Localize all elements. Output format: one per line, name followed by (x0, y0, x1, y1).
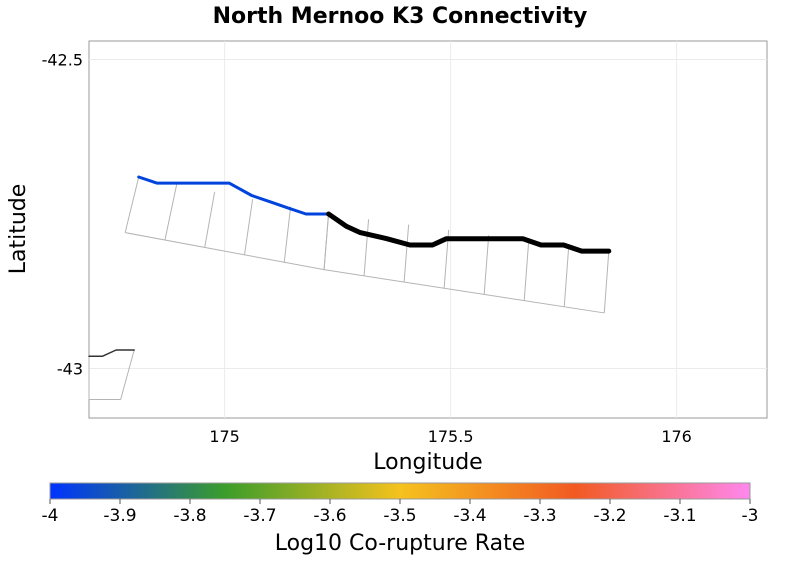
fault-trace-line (88, 349, 135, 357)
fault-trace-line (326, 211, 612, 254)
colorbar-tick-label: -4 (42, 506, 59, 526)
plot-frame (88, 40, 768, 419)
colorbar-tick-label: -3.1 (663, 506, 696, 526)
colorbar-tick-label: -3.8 (173, 506, 206, 526)
chart-title: North Mernoo K3 Connectivity (213, 4, 588, 29)
y-axis-label: Latitude (6, 184, 31, 275)
subsection-outline (323, 214, 610, 314)
subsection-outline (124, 176, 330, 271)
colorbar-gradient (49, 482, 751, 500)
colorbar-tick-label: -3.7 (243, 506, 276, 526)
colorbar-label: Log10 Co-rupture Rate (275, 531, 526, 556)
x-tick-label: 175 (209, 427, 240, 446)
colorbar-tick-label: -3.4 (453, 506, 486, 526)
fault-trace-line (137, 175, 331, 216)
colorbar-tick-label: -3.9 (103, 506, 136, 526)
colorbar-tick-label: -3.3 (523, 506, 556, 526)
colorbar-tick-label: -3 (742, 506, 759, 526)
x-axis-label: Longitude (373, 450, 482, 475)
colorbar-tick-label: -3.5 (383, 506, 416, 526)
x-axis-ticks: 175 175.5 176 (209, 427, 692, 446)
gridlines (89, 41, 767, 418)
y-tick-label: -43 (57, 360, 83, 379)
colorbar-tick-label: -3.2 (593, 506, 626, 526)
y-axis-ticks: -42.5 -43 (42, 51, 83, 379)
x-tick-label: 175.5 (428, 427, 474, 446)
colorbar: -4 -3.9 -3.8 -3.7 -3.6 -3.5 -3.4 -3.3 -3.2 -3.1 -3… (42, 482, 759, 556)
plot-area (88, 40, 768, 419)
fault-traces (88, 175, 612, 357)
subsection-outline (88, 349, 135, 400)
x-tick-label: 176 (661, 427, 692, 446)
y-tick-label: -42.5 (42, 51, 83, 70)
subsection-outlines (88, 176, 610, 400)
colorbar-ticks: -4 -3.9 -3.8 -3.7 -3.6 -3.5 -3.4 -3.3 -3.2 -3.1 -3 (42, 499, 759, 526)
colorbar-tick-label: -3.6 (313, 506, 346, 526)
